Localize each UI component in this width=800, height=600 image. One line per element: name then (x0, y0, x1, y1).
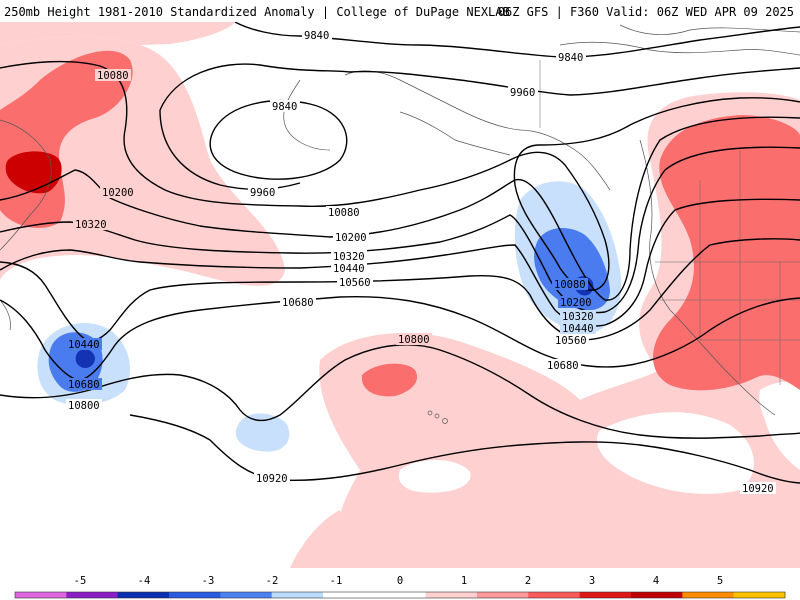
contour-label: 9960 (250, 187, 275, 199)
colorbar-segment (117, 592, 170, 598)
contour-label: 10680 (547, 360, 579, 372)
colorbar-segment (323, 592, 375, 598)
colorbar-svg: -5 -4 -3 -2 -1 0 1 2 3 4 5 (14, 575, 786, 599)
contour-10920 (129, 414, 800, 484)
pos-anom-north-strip (0, 22, 235, 45)
contour-10200 (0, 116, 800, 301)
coastlines (0, 24, 800, 416)
neutral-patch-3 (759, 381, 800, 470)
contour-label: 10320 (333, 251, 365, 263)
colorbar-segment (733, 592, 786, 598)
contour-label: 10080 (97, 70, 129, 82)
colorbar-segment (631, 592, 683, 598)
contour-label: 10200 (102, 187, 134, 199)
contour-10560 (0, 238, 800, 342)
contour-label: 10320 (75, 219, 107, 231)
colorbar-tick-label: 2 (525, 575, 531, 587)
colorbar-tick-label: 5 (717, 575, 723, 587)
contour-10440 (0, 198, 800, 327)
colorbar-segment (528, 592, 581, 598)
map-title: 250mb Height 1981-2010 Standardized Anom… (4, 5, 510, 19)
contour-label: 10080 (554, 279, 586, 291)
contour-label: 10440 (68, 339, 100, 351)
contour-label: 10200 (335, 232, 367, 244)
colorbar-tick-label: -5 (74, 575, 87, 587)
colorbar-segment (66, 592, 119, 598)
island (427, 410, 433, 416)
contour-label: 10800 (68, 400, 100, 412)
island (442, 418, 448, 424)
coastline-alaska (344, 70, 611, 191)
contour-label: 10080 (328, 207, 360, 219)
island (434, 413, 440, 419)
contour-label: 10680 (68, 379, 100, 391)
hawaii-islands (427, 410, 448, 424)
colorbar-tick-label: 0 (397, 575, 403, 587)
contour-label: 10440 (333, 263, 365, 275)
contour-label: 10680 (282, 297, 314, 309)
contour-label: 9840 (558, 52, 583, 64)
colorbar: -5 -4 -3 -2 -1 0 1 2 3 4 5 (0, 568, 800, 600)
colorbar-segment (169, 592, 221, 598)
coastline-siberia (0, 119, 52, 251)
contour-label: 10800 (398, 334, 430, 346)
colorbar-segments (14, 591, 786, 599)
pos-anom-max (5, 151, 62, 194)
colorbar-segment (271, 592, 324, 598)
coastline-north (559, 41, 800, 56)
colorbar-tick-label: -2 (266, 575, 279, 587)
contour-label: 9840 (272, 101, 297, 113)
colorbar-tick-labels: -5 -4 -3 -2 -1 0 1 2 3 4 5 (74, 575, 723, 587)
contour-label: 10200 (560, 297, 592, 309)
neutral-patch-2 (596, 412, 754, 494)
coastline-arctic (619, 24, 800, 35)
neg-anom-west-core (75, 349, 95, 368)
contour-label: 9840 (304, 30, 329, 42)
colorbar-segment (220, 592, 273, 598)
contour-label-layer: 9840 9840 9840 9960 9960 10080 10080 100… (66, 29, 776, 495)
coastline-canada (639, 139, 776, 416)
colorbar-tick-label: -3 (202, 575, 215, 587)
pos-anom-central-blob (361, 363, 418, 397)
colorbar-segment (374, 592, 427, 598)
contour-10320 (0, 146, 800, 314)
neutral-patch (398, 460, 471, 493)
contour-10080-b (513, 97, 800, 269)
colorbar-segment (477, 592, 529, 598)
header-bar: 250mb Height 1981-2010 Standardized Anom… (0, 0, 800, 22)
contour-label: 10440 (562, 323, 594, 335)
contour-label: 10920 (256, 473, 288, 485)
contour-9960 (159, 63, 800, 111)
coastline-japan (0, 299, 11, 331)
run-valid-time: 06Z GFS | F360 Valid: 06Z WED APR 09 202… (497, 5, 794, 19)
colorbar-tick-label: 4 (653, 575, 659, 587)
colorbar-outline (14, 591, 786, 599)
colorbar-segment (425, 592, 478, 598)
anomaly-map: 9840 9840 9840 9960 9960 10080 10080 100… (0, 22, 800, 568)
colorbar-segment (682, 592, 735, 598)
colorbar-segment (15, 592, 67, 598)
contour-9840-north (234, 22, 800, 58)
colorbar-tick-label: 3 (589, 575, 595, 587)
contour-9840-low (209, 100, 348, 180)
coastline-alaska-south (399, 111, 511, 156)
contour-10800 (0, 344, 800, 439)
colorbar-segment (579, 592, 632, 598)
contour-label: 9960 (510, 87, 535, 99)
neg-anom-small (235, 413, 290, 452)
colorbar-tick-label: -1 (330, 575, 343, 587)
contour-label: 10920 (742, 483, 774, 495)
contour-label: 10560 (339, 277, 371, 289)
contour-label: 10560 (555, 335, 587, 347)
contour-label: 10320 (562, 311, 594, 323)
pos-anom-sw (290, 510, 345, 568)
colorbar-tick-label: 1 (461, 575, 467, 587)
pos-anom-western-na (653, 115, 800, 391)
contour-10080 (0, 60, 610, 291)
state-borders (539, 60, 800, 385)
colorbar-tick-label: -4 (138, 575, 151, 587)
coastline-bering (283, 79, 331, 151)
